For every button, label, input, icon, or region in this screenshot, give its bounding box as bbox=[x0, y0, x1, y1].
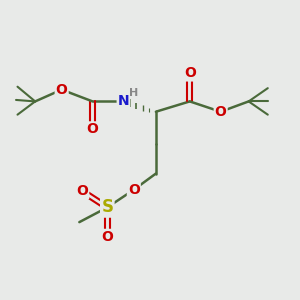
Text: O: O bbox=[56, 82, 68, 97]
Text: O: O bbox=[76, 184, 88, 198]
Text: O: O bbox=[184, 66, 196, 80]
Text: N: N bbox=[118, 94, 129, 108]
Text: O: O bbox=[128, 183, 140, 197]
Text: O: O bbox=[101, 230, 113, 244]
Text: H: H bbox=[129, 88, 138, 98]
Text: O: O bbox=[87, 122, 98, 136]
Text: S: S bbox=[101, 198, 113, 216]
Text: O: O bbox=[215, 105, 226, 119]
